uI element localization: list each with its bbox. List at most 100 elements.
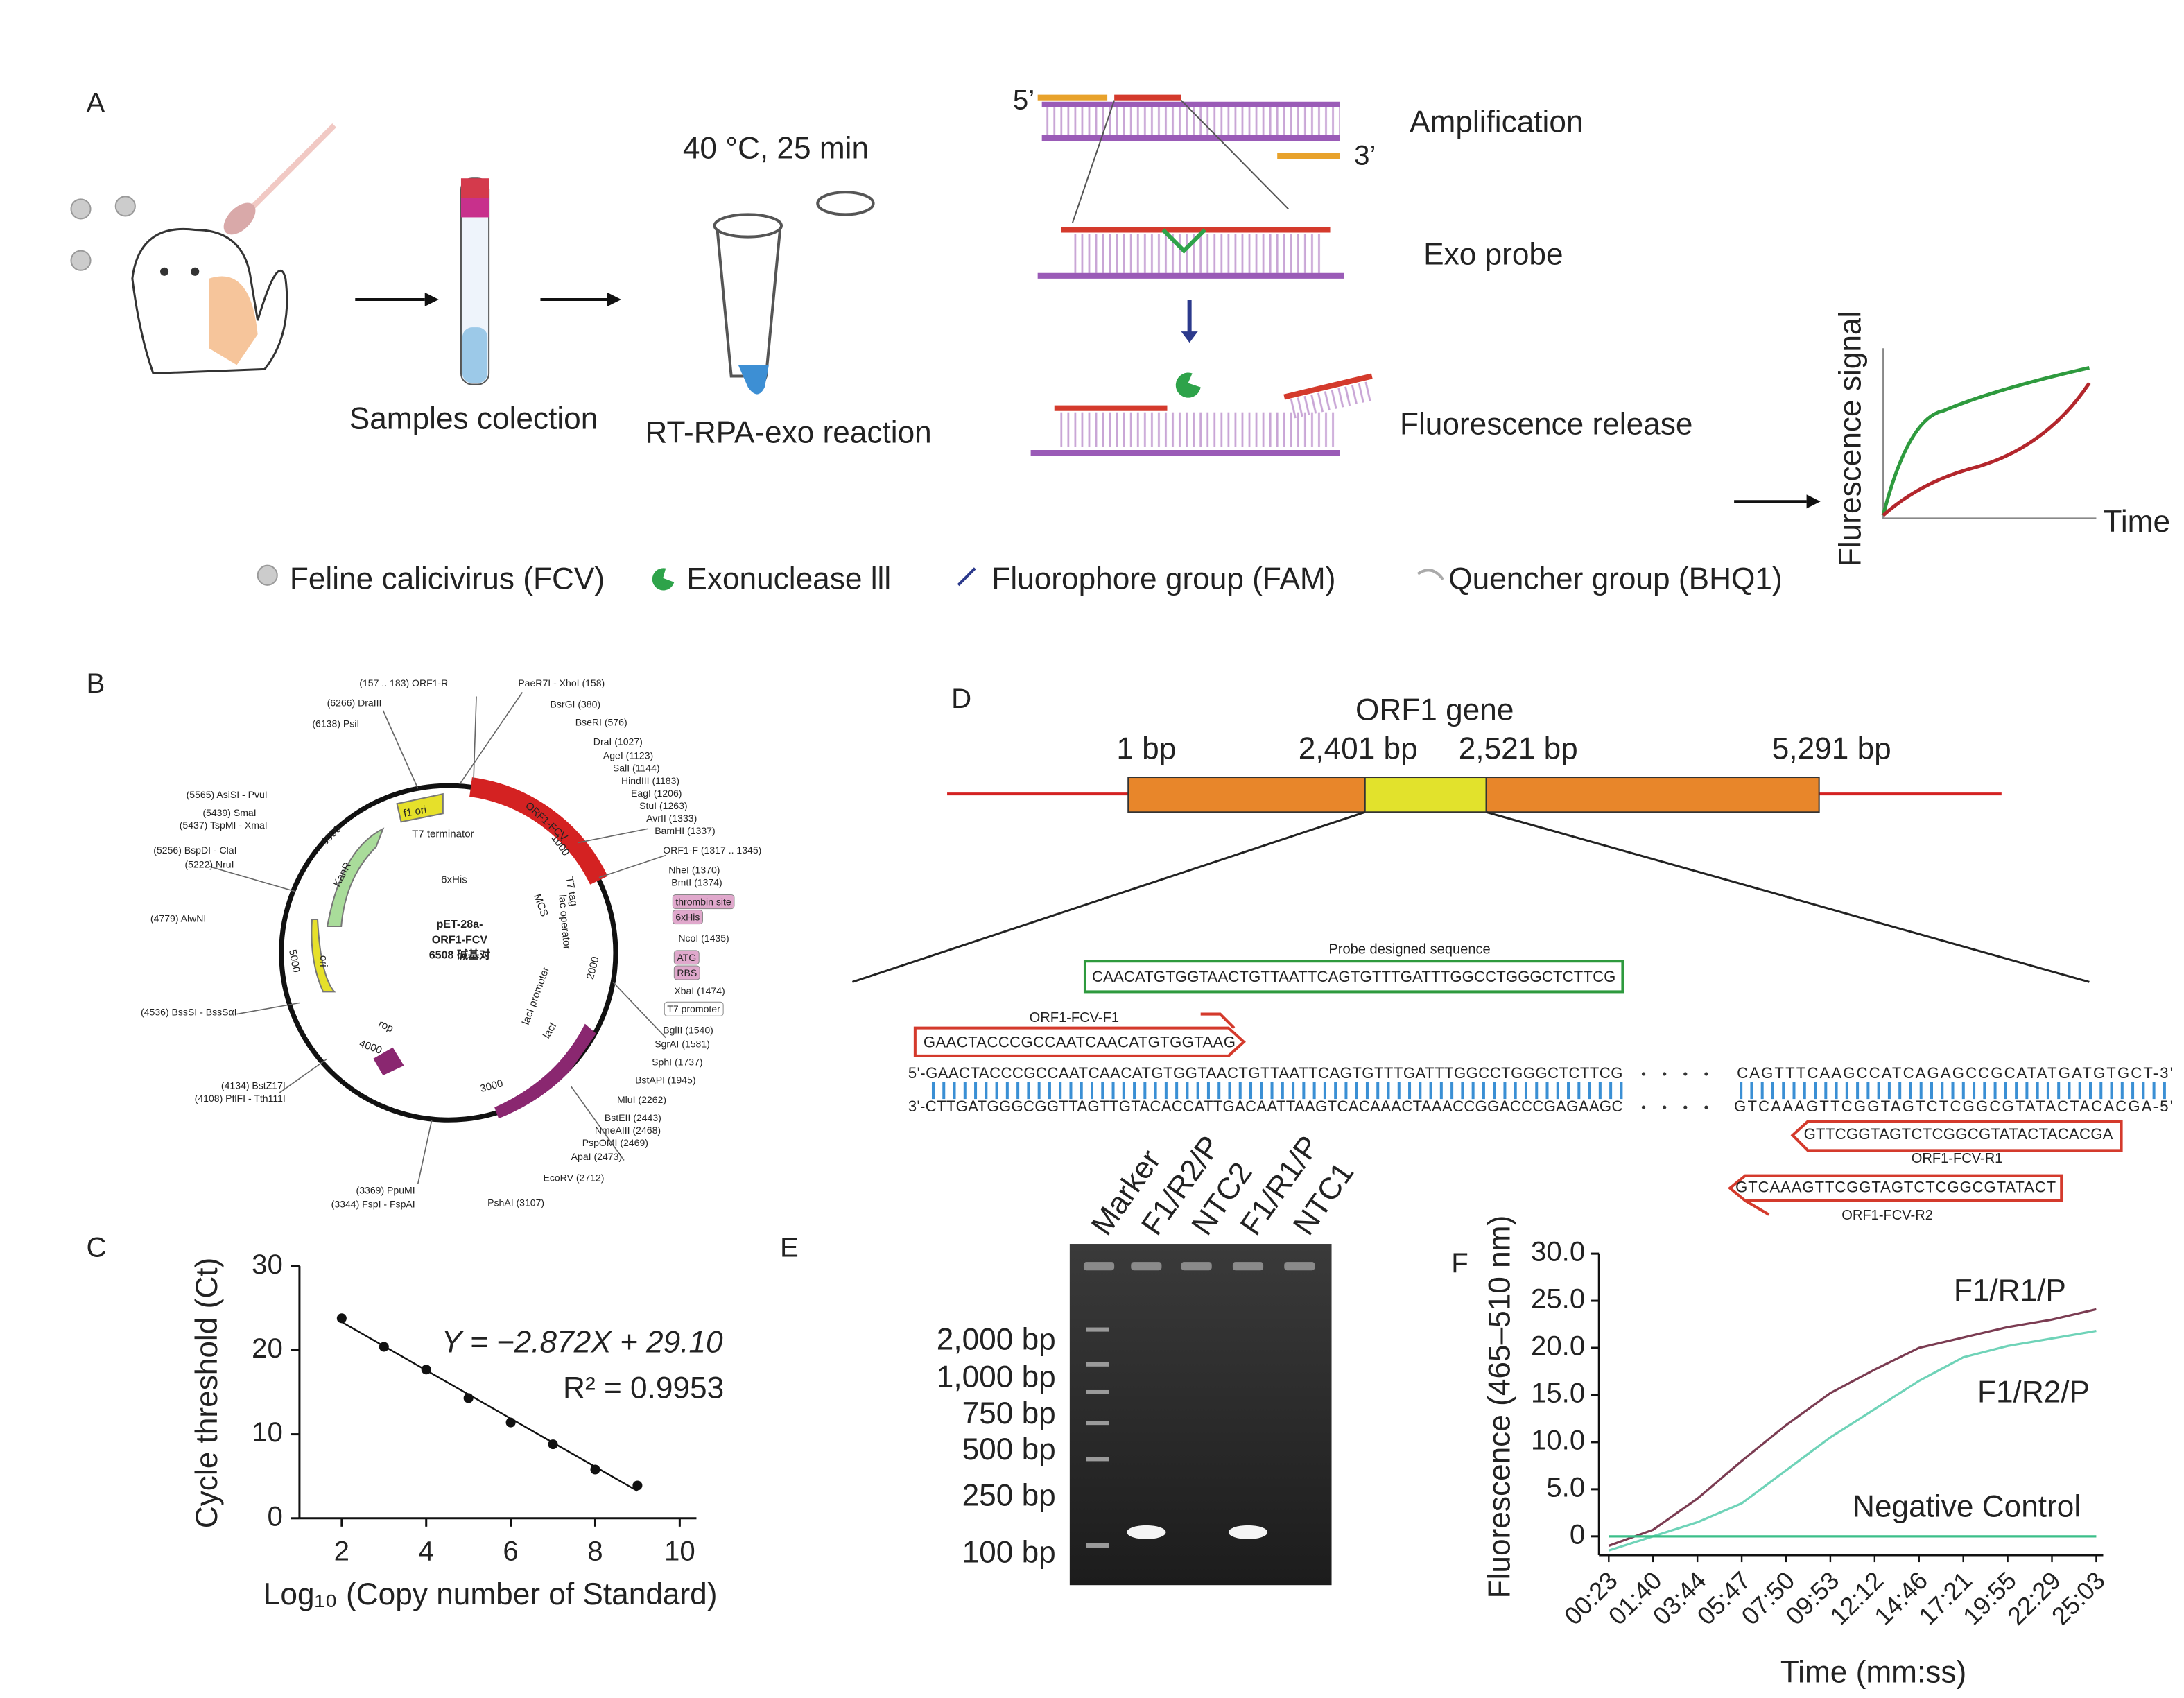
panel-label: E [780, 1232, 799, 1263]
site-label: (5256) BspDI - ClaI [153, 844, 236, 856]
r-squared: R² = 0.9953 [563, 1371, 724, 1405]
site-label: ApaI (2473) [571, 1151, 622, 1162]
y-tick-label: 20 [252, 1333, 283, 1364]
panel-label: A [87, 87, 105, 118]
label: ORF1-FCV-R2 [1841, 1208, 1933, 1223]
gel-image [1069, 1244, 1332, 1586]
point [336, 1313, 347, 1324]
site-label: ATG [677, 952, 696, 963]
feature-label: 5000 [286, 948, 302, 973]
label: CAACATGTGGTAACTGTTAATTCAGTGTTTGATTTGGCCT… [1092, 968, 1615, 985]
site-label: (5437) TspMI - XmaI [180, 820, 268, 831]
gene-diagram [851, 777, 2166, 1216]
series-line [1608, 1308, 2097, 1547]
y-tick-label: 30.0 [1531, 1236, 1585, 1267]
feature-label: lacI [541, 1021, 559, 1041]
label: 5,291 bp [1772, 732, 1891, 766]
y-tick-label: 10.0 [1531, 1425, 1585, 1456]
x-tick-label: 4 [419, 1536, 434, 1567]
label: ORF1 gene [1355, 693, 1514, 727]
site-box [672, 910, 703, 925]
site-label: (4536) BssSI - BssSαI [141, 1006, 237, 1017]
site-label: MluI (2262) [617, 1094, 666, 1105]
x-axis-label: Time (mm:ss) [1780, 1655, 1966, 1689]
feature-label: ori [318, 955, 329, 967]
panel-label: B [87, 668, 105, 699]
site-box [664, 1001, 724, 1016]
site-label: (4779) AlwNI [150, 913, 206, 924]
label: 2,521 bp [1459, 732, 1578, 766]
site-label: BstEII (2443) [605, 1112, 661, 1123]
site-label: 6xHis [675, 912, 700, 923]
label: ORF1-FCV [432, 933, 488, 946]
y-tick-label: 20.0 [1531, 1331, 1585, 1362]
point [463, 1393, 474, 1403]
feature-label: 6xHis [441, 874, 467, 886]
plasmid-map [209, 692, 666, 1184]
site-label: PaeR7I - XhoI (158) [518, 677, 605, 688]
y-tick-label: 0 [1570, 1518, 1585, 1550]
label: GTTCGGTAGTCTCGGCGTATACTACACGA [1804, 1125, 2113, 1143]
site-label: (3369) PpuMI [356, 1184, 415, 1195]
point [421, 1365, 431, 1375]
point [505, 1417, 516, 1428]
site-label: (3344) FspI - FspAI [331, 1199, 415, 1210]
site-label: AvrII (1333) [646, 813, 697, 824]
point [379, 1342, 389, 1352]
ladder-label: 2,000 bp [937, 1322, 1056, 1356]
site-label: T7 promoter [667, 1003, 720, 1014]
site-label: (4108) PflFI - Tth111I [195, 1093, 286, 1104]
label: GTCAAAGTTCGGTAGTCTCGGCGTATACTACACGA-5' [1734, 1098, 2173, 1115]
fit-line [341, 1321, 639, 1492]
feature-label: lac operator [556, 894, 573, 951]
panel-a-art [70, 94, 2097, 591]
y-tick-label: 30 [252, 1249, 283, 1280]
site-box [672, 894, 735, 910]
feature-label: lacI promoter [520, 965, 552, 1026]
site-label: PspOMI (2469) [582, 1137, 648, 1148]
site-label: (5222) NruI [184, 858, 234, 869]
site-box [673, 965, 700, 980]
ladder-label: 750 bp [962, 1396, 1056, 1430]
label: pET-28a- [436, 918, 483, 930]
site-label: (6138) PsiI [312, 718, 359, 729]
panel-label: D [951, 683, 971, 714]
feature-label: 2000 [584, 955, 602, 981]
ladder-label: 100 bp [962, 1536, 1056, 1570]
series-label: Negative Control [1853, 1489, 2081, 1523]
site-label: HindIII (1183) [621, 775, 679, 786]
ladder-label: 500 bp [962, 1432, 1056, 1466]
site-label: StuI (1263) [639, 800, 688, 811]
label: 6508 碱基对 [429, 948, 490, 961]
x-tick-label: 10 [664, 1536, 695, 1567]
label: Samples colection [349, 401, 598, 435]
label: ORF1-FCV-R1 [1912, 1151, 2003, 1166]
feature-label: T7 terminator [412, 828, 474, 840]
site-label: EcoRV (2712) [543, 1172, 604, 1183]
x-axis-label: Log₁₀ (Copy number of Standard) [263, 1577, 718, 1611]
site-label: SgrAI (1581) [655, 1038, 710, 1049]
label: 1 bp [1116, 732, 1176, 766]
site-label: EagI (1206) [631, 788, 682, 799]
label: Flurescence signal [1834, 311, 1868, 566]
site-label: BamHI (1337) [655, 825, 715, 836]
site-label: (4134) BstZ17I [221, 1080, 286, 1091]
label: GAACTACCCGCCAATCAACATGTGGTAAG [924, 1034, 1236, 1051]
site-label: (157 .. 183) ORF1-R [359, 677, 448, 688]
y-tick-label: 5.0 [1546, 1471, 1585, 1502]
feature-label: 3000 [479, 1077, 505, 1095]
label: Time [2103, 505, 2170, 539]
series-label: F1/R1/P [1954, 1274, 2066, 1308]
feature-label: MCS [531, 892, 550, 918]
y-axis-label: Cycle threshold (Ct) [190, 1258, 224, 1528]
y-tick-label: 0 [267, 1500, 282, 1532]
ladder-label: 250 bp [962, 1478, 1056, 1512]
label: 5'-GAACTACCCGCCAATCAACATGTGGTAACTGTTAATT… [908, 1064, 1623, 1082]
site-label: (5565) AsiSI - PvuI [187, 789, 268, 800]
label: Exo probe [1423, 237, 1563, 271]
point [632, 1480, 643, 1491]
site-label: thrombin site [675, 896, 731, 908]
site-label: AgeI (1123) [603, 750, 653, 761]
